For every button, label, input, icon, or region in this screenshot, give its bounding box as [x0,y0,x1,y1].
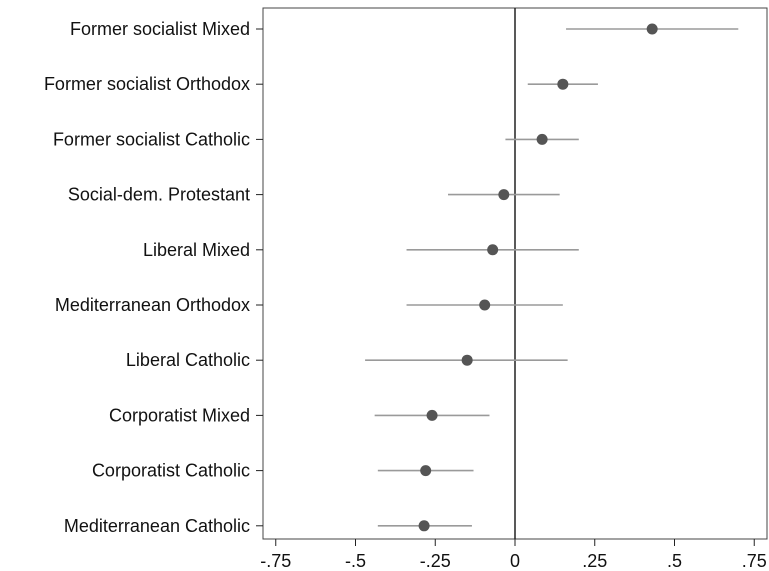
x-tick-label: .75 [742,551,767,571]
x-tick-label: .25 [582,551,607,571]
x-tick-label: 0 [510,551,520,571]
x-tick-label: -.5 [345,551,366,571]
category-label: Former socialist Catholic [53,129,250,149]
x-tick-label: -.25 [420,551,451,571]
category-label: Mediterranean Catholic [64,516,250,536]
estimate-point [418,520,430,532]
confidence-intervals [365,28,739,527]
category-label: Corporatist Mixed [109,405,250,425]
estimate-point [461,354,473,366]
category-label: Liberal Catholic [126,350,250,370]
category-label: Corporatist Catholic [92,461,250,481]
category-label: Former socialist Mixed [70,19,250,39]
x-axis: -.75 -.5 -.25 0 .25 .5 .75 [260,539,767,571]
estimate-point [498,189,510,201]
estimate-point [536,133,548,145]
point-estimates [418,23,658,532]
estimate-point [426,409,438,421]
category-label: Social-dem. Protestant [68,185,250,205]
x-tick-label: -.75 [260,551,291,571]
x-tick-label: .5 [667,551,682,571]
estimate-point [420,465,432,477]
y-axis: Former socialist Mixed Former socialist O… [44,19,263,536]
estimate-point [479,299,491,311]
estimate-point [646,23,658,35]
category-label: Former socialist Orthodox [44,74,250,94]
estimate-point [557,78,569,90]
category-label: Liberal Mixed [143,240,250,260]
category-label: Mediterranean Orthodox [55,295,250,315]
estimate-point [487,244,499,256]
